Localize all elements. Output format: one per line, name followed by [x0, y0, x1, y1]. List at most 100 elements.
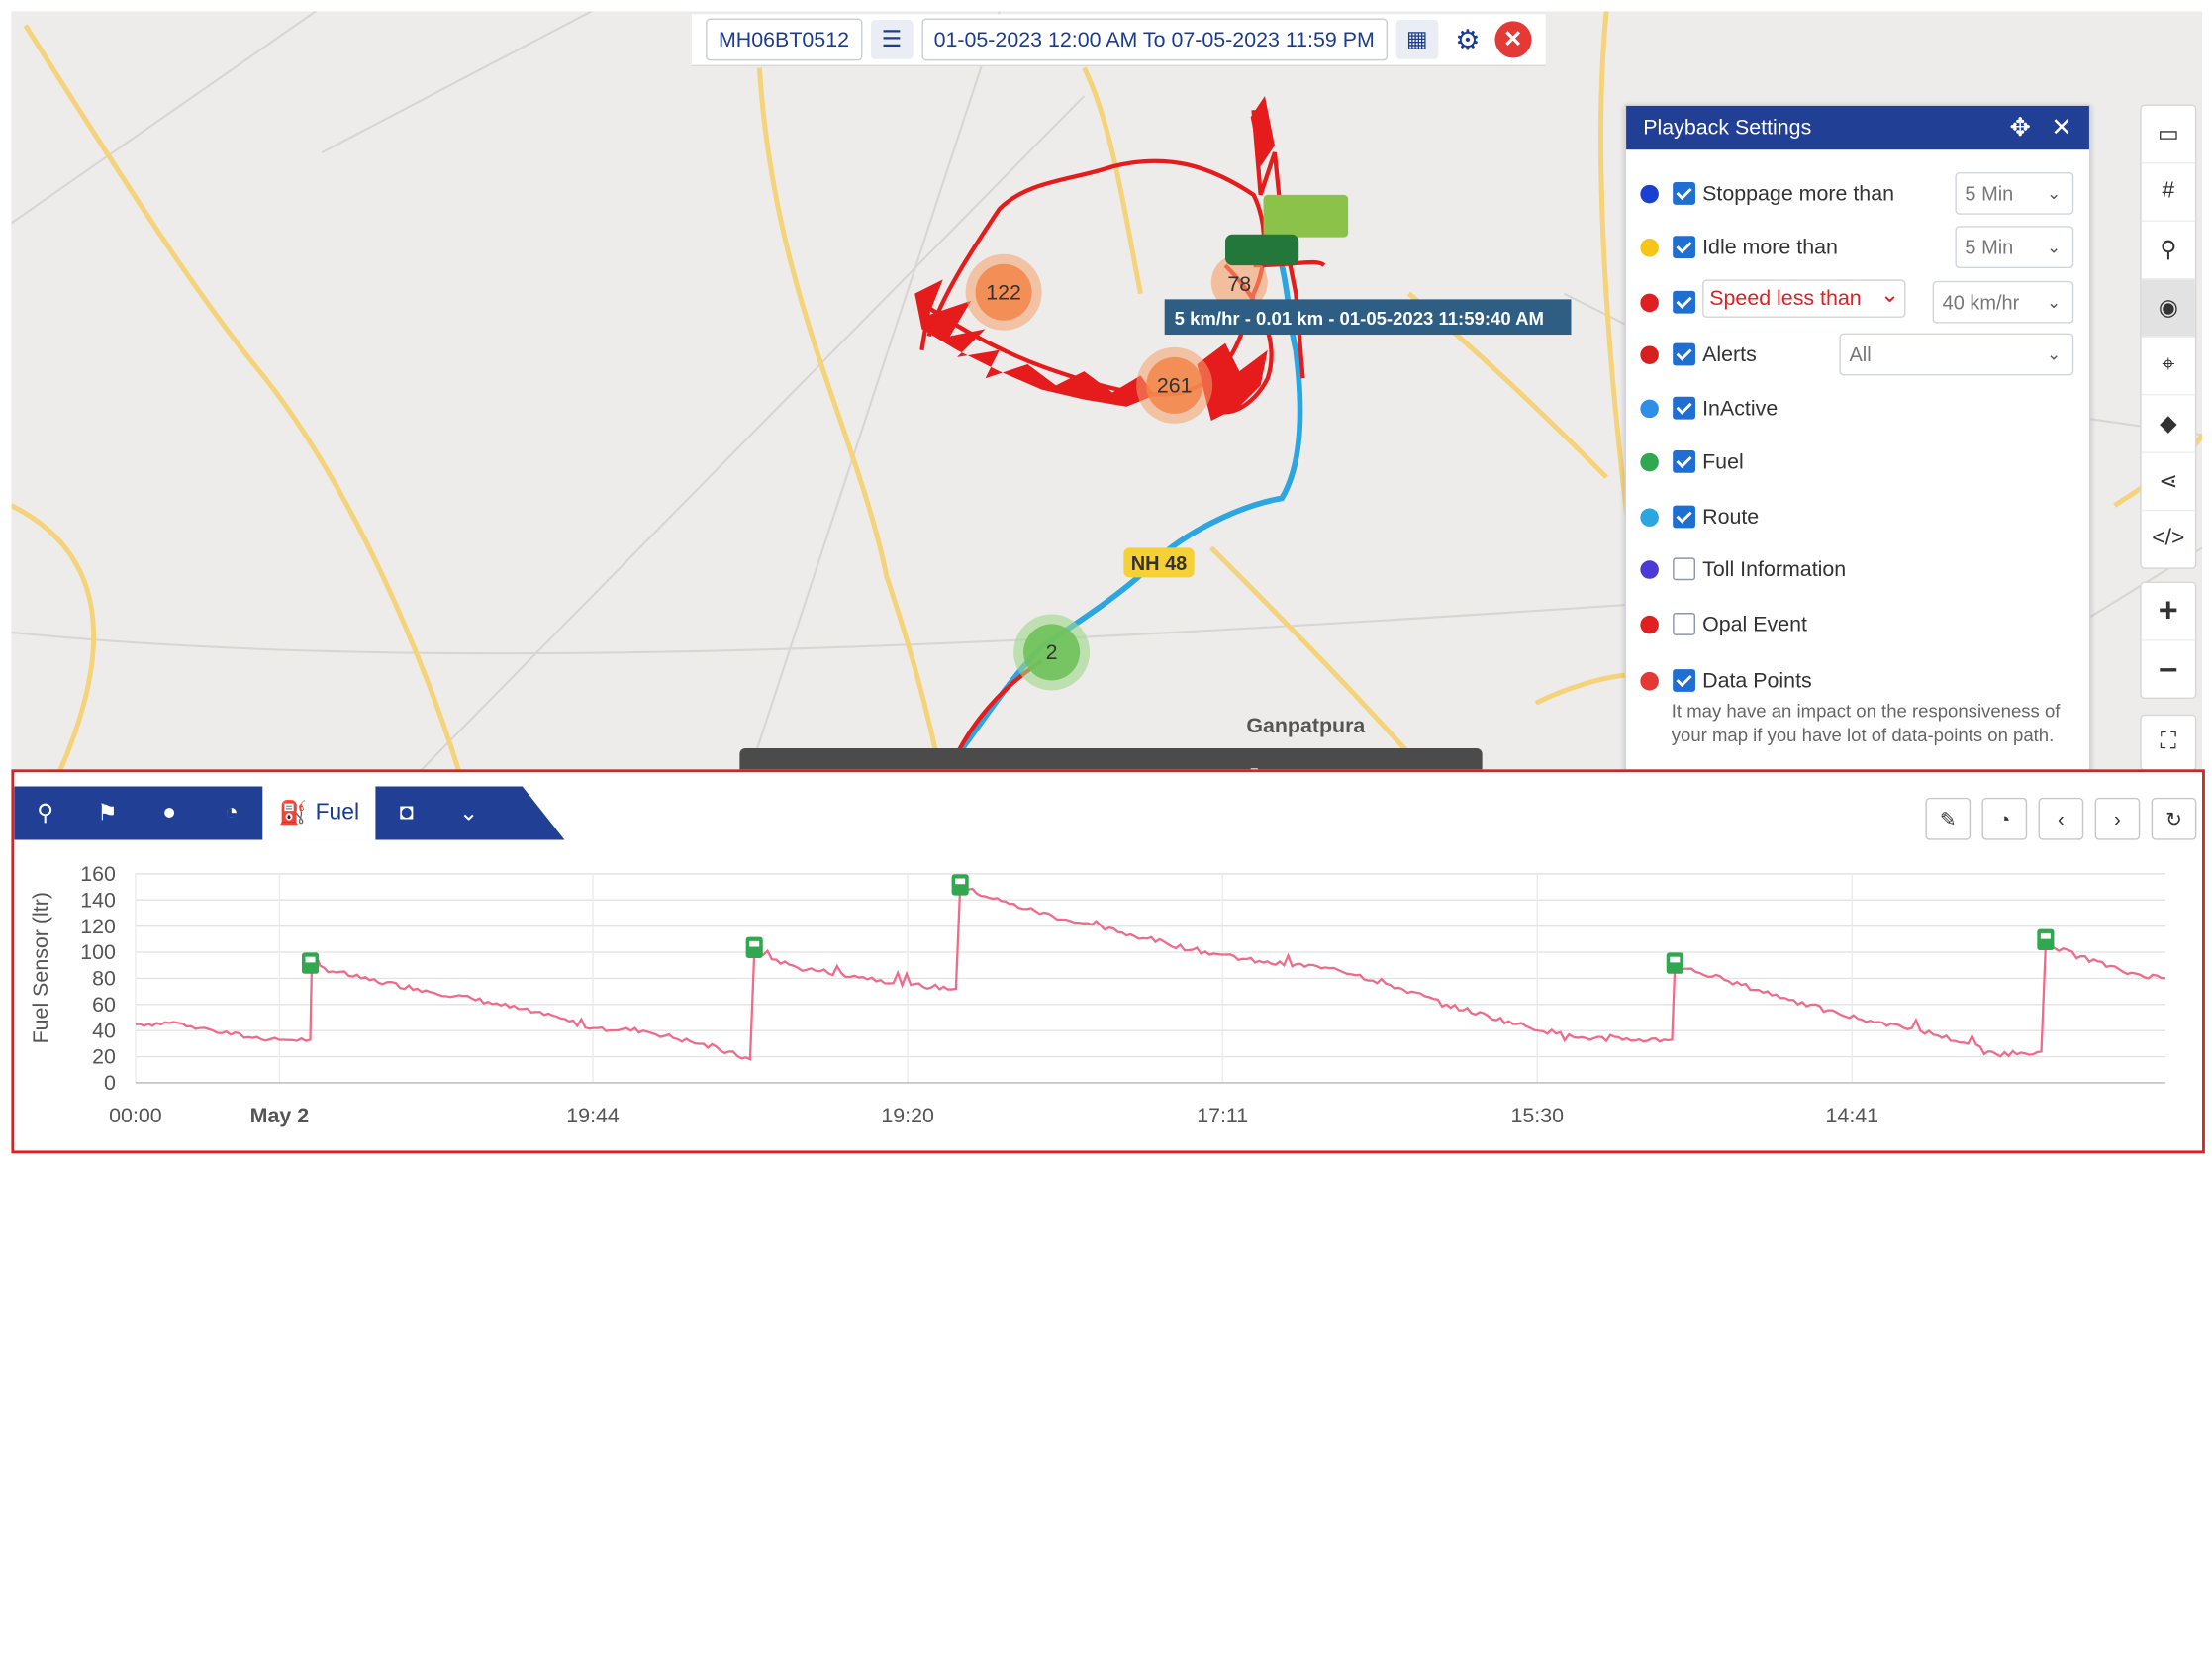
y-tick-label: 120 — [80, 915, 116, 938]
route-pin-icon[interactable]: ⌖ — [2141, 338, 2195, 396]
setting-checkbox[interactable] — [1673, 613, 1695, 635]
setting-marker-icon — [1640, 398, 1659, 418]
x-tick-label: 14:41 — [1826, 1104, 1879, 1127]
chevron-down-icon: ⌄ — [2047, 344, 2062, 364]
tab-trip-icon[interactable]: ⚲ — [37, 802, 53, 827]
prev-icon[interactable]: ‹ — [2038, 797, 2084, 840]
place-label: Ganpatpura — [1246, 714, 1366, 737]
map-icon[interactable]: ▭ — [2141, 106, 2195, 164]
camera-eye-icon[interactable]: ◉ — [2141, 279, 2195, 338]
tab-expand-icon[interactable]: ⌄ — [458, 802, 479, 827]
setting-checkbox[interactable] — [1673, 396, 1695, 420]
setting-label: Stoppage more than — [1702, 181, 1895, 206]
tag-icon[interactable]: ◆ — [2141, 395, 2195, 453]
next-icon[interactable]: › — [2094, 797, 2141, 840]
move-icon[interactable]: ✥ — [2009, 113, 2032, 142]
setting-row-fuel: Fuel — [1626, 440, 2089, 483]
setting-row-opal-event: Opal Event — [1626, 603, 2089, 645]
fuel-pump-window — [305, 956, 316, 963]
fuel-series-line — [135, 884, 2166, 1061]
tab-camera-icon[interactable]: ◘ — [399, 800, 414, 825]
tab-location-icon[interactable]: ⚑ — [97, 802, 118, 827]
fuel-pump-icon[interactable] — [951, 874, 969, 896]
setting-label: Toll Information — [1702, 556, 1847, 581]
setting-checkbox[interactable] — [1673, 505, 1695, 529]
setting-row-alerts: Alerts All ⌄ — [1626, 333, 2089, 376]
fuel-pump-icon[interactable] — [301, 952, 320, 974]
cluster-count-2[interactable]: 78 — [1227, 272, 1251, 296]
gear-icon[interactable]: ⚙ — [1455, 24, 1481, 56]
top-filter-bar: MH06BT0512 ☰ 01-05-2023 12:00 AM To 07-0… — [691, 14, 1546, 67]
y-tick-label: 100 — [80, 940, 116, 964]
calendar-icon[interactable]: ▦ — [1395, 19, 1439, 59]
setting-select-value: 5 Min — [1965, 181, 2014, 205]
setting-marker-icon — [1640, 615, 1659, 633]
setting-checkbox[interactable] — [1673, 290, 1695, 314]
y-tick-label: 80 — [92, 967, 116, 991]
setting-row-toll-information: Toll Information — [1626, 547, 2089, 590]
list-icon[interactable]: ☰ — [870, 19, 914, 59]
truck-icon[interactable] — [1225, 234, 1299, 266]
setting-label: Route — [1702, 504, 1760, 530]
chevron-down-icon: ⌄ — [2047, 292, 2062, 313]
fuel-pump-icon[interactable] — [1666, 952, 1683, 974]
tab-speedometer-icon[interactable]: ◔ — [225, 800, 239, 825]
date-range-field[interactable]: 01-05-2023 12:00 AM To 07-05-2023 11:59 … — [920, 18, 1388, 61]
vehicle-select[interactable]: MH06BT0512 — [706, 18, 862, 61]
setting-marker-icon — [1640, 452, 1659, 471]
panel-close-icon[interactable]: ✕ — [2051, 113, 2072, 142]
setting-checkbox[interactable] — [1673, 449, 1695, 473]
share-icon[interactable]: ⋖ — [2141, 453, 2195, 512]
y-tick-label: 140 — [80, 888, 116, 912]
setting-marker-icon — [1640, 184, 1659, 203]
setting-label: Idle more than — [1702, 235, 1838, 259]
x-tick-label: 17:11 — [1197, 1104, 1248, 1127]
code-icon[interactable]: </> — [2152, 527, 2185, 551]
tool-icon[interactable]: ✎ — [1925, 797, 1972, 840]
setting-row-route: Route — [1626, 496, 2089, 538]
user-location-icon[interactable]: ⚲ — [2141, 222, 2195, 280]
cluster-count-3[interactable]: 261 — [1157, 374, 1193, 398]
grid-icon[interactable]: # — [2141, 163, 2195, 222]
setting-select[interactable]: All ⌄ — [1839, 333, 2074, 376]
tab-fuel[interactable]: ⛽ Fuel — [262, 786, 376, 840]
setting-marker-icon — [1640, 559, 1659, 579]
cluster-count-1[interactable]: 122 — [986, 280, 1021, 304]
reset-icon[interactable]: ↻ — [2151, 797, 2197, 840]
cluster-count-4[interactable]: 2 — [1046, 640, 1058, 664]
tab-circle-icon[interactable]: ● — [162, 800, 177, 825]
point-tooltip-text: 5 km/hr - 0.01 km - 01-05-2023 11:59:40 … — [1175, 308, 1544, 329]
point-tooltip — [1164, 299, 1572, 336]
setting-checkbox[interactable] — [1673, 557, 1695, 581]
fuel-pump-window — [749, 940, 760, 947]
setting-checkbox[interactable] — [1673, 236, 1695, 259]
speedometer-icon[interactable]: ◔ — [1981, 797, 2028, 840]
close-icon[interactable]: ✕ — [1494, 21, 1532, 58]
zoom-out-icon[interactable]: – — [2159, 649, 2178, 688]
fuel-pump-icon[interactable] — [745, 936, 763, 958]
setting-row-speed-less-than: Speed less than ⌄ 40 km/hr ⌄ — [1626, 279, 2089, 324]
setting-select[interactable]: 5 Min ⌄ — [1955, 172, 2074, 215]
setting-label: Speed less than — [1702, 279, 1905, 318]
x-tick-label: 19:20 — [881, 1104, 934, 1127]
x-tick-label: 00:00 — [109, 1104, 162, 1127]
setting-select[interactable]: 40 km/hr ⌄ — [1932, 280, 2074, 324]
road-label: NH 48 — [1131, 553, 1188, 575]
y-tick-label: 20 — [92, 1045, 116, 1069]
setting-checkbox[interactable] — [1673, 181, 1695, 205]
setting-label: Data Points — [1702, 668, 1812, 693]
fuel-pump-icon[interactable] — [2037, 928, 2055, 951]
y-tick-label: 0 — [104, 1071, 116, 1095]
setting-select-value: All — [1849, 342, 1872, 366]
x-tick-label: 15:30 — [1510, 1104, 1564, 1127]
setting-row-idle-more-than: Idle more than 5 Min ⌄ — [1626, 226, 2089, 268]
data-points-note: It may have an impact on the responsiven… — [1671, 700, 2061, 746]
setting-row-stoppage-more-than: Stoppage more than 5 Min ⌄ — [1626, 172, 2089, 215]
setting-checkbox[interactable] — [1673, 342, 1695, 366]
setting-checkbox[interactable] — [1673, 669, 1695, 692]
zoom-in-icon[interactable]: + — [2141, 583, 2195, 641]
fullscreen-icon[interactable]: ⛶ — [2160, 730, 2176, 754]
setting-select[interactable]: 5 Min ⌄ — [1955, 226, 2074, 268]
chevron-down-icon[interactable]: ⌄ — [1879, 283, 1899, 308]
